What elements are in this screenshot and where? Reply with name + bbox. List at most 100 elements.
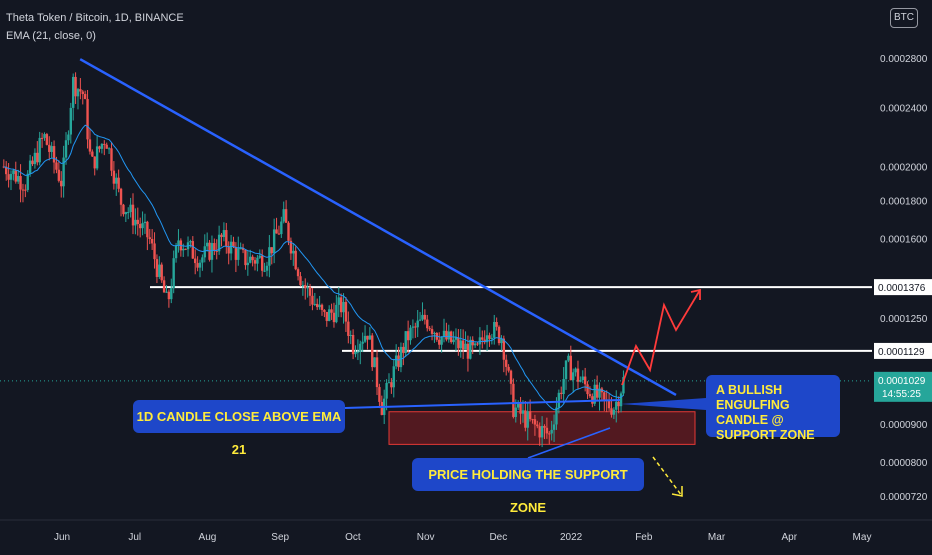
candle-body bbox=[399, 346, 403, 368]
candle-body bbox=[323, 309, 326, 312]
candle-body bbox=[141, 223, 144, 229]
candle-body bbox=[275, 229, 278, 234]
descending-trendline bbox=[79, 58, 677, 397]
candle-body bbox=[555, 407, 558, 425]
candle-body bbox=[430, 329, 434, 334]
candle-body bbox=[562, 378, 565, 394]
candle-body bbox=[497, 326, 501, 344]
candle-body bbox=[270, 247, 273, 254]
candle-body bbox=[98, 146, 101, 149]
candle-body bbox=[40, 137, 44, 139]
candle-body bbox=[325, 311, 328, 321]
candle-body bbox=[294, 250, 297, 270]
candle-body bbox=[500, 338, 503, 344]
candle-body bbox=[24, 189, 27, 191]
candle-body bbox=[119, 188, 123, 205]
candle-body bbox=[64, 140, 68, 158]
candle-body bbox=[335, 304, 338, 323]
candle-body bbox=[86, 98, 89, 140]
candle-body bbox=[299, 276, 302, 286]
candle-body bbox=[227, 246, 230, 254]
candle-body bbox=[272, 229, 276, 254]
y-tick-label: 0.0000800 bbox=[880, 458, 928, 469]
candle-body bbox=[81, 91, 84, 95]
candle-body bbox=[464, 343, 467, 350]
candle-body bbox=[543, 425, 546, 428]
bearish-projection bbox=[652, 456, 683, 497]
annotation-pointer bbox=[620, 398, 706, 410]
candle-body bbox=[100, 143, 104, 149]
annotation-pointer bbox=[527, 427, 611, 459]
candle-body bbox=[105, 144, 108, 149]
candle-body bbox=[43, 134, 46, 138]
candle-body bbox=[583, 376, 587, 385]
candle-body bbox=[316, 303, 319, 308]
candle-body bbox=[363, 335, 367, 342]
annotation-pointer bbox=[344, 399, 621, 409]
indicator-label[interactable]: EMA (21, close, 0) bbox=[6, 30, 96, 42]
x-tick-label: Jun bbox=[54, 532, 70, 543]
candle-body bbox=[277, 233, 281, 235]
price-level-tag bbox=[874, 342, 932, 359]
x-tick-label: Oct bbox=[345, 532, 361, 543]
candle-body bbox=[313, 303, 317, 305]
candle-body bbox=[196, 263, 199, 268]
candle-body bbox=[249, 256, 252, 263]
candle-body bbox=[531, 419, 534, 421]
candle-body bbox=[595, 384, 599, 398]
candle-body bbox=[69, 107, 73, 135]
x-tick-label: Jul bbox=[128, 532, 141, 543]
candle-body bbox=[57, 169, 61, 181]
candle-body bbox=[571, 372, 575, 381]
y-tick-label: 0.0002800 bbox=[880, 54, 928, 65]
candle-body bbox=[445, 330, 448, 340]
candle-body bbox=[478, 337, 482, 345]
candle-body bbox=[411, 326, 415, 328]
bearish-arrow-head bbox=[671, 486, 683, 497]
candle-body bbox=[502, 338, 506, 360]
candle-body bbox=[260, 255, 264, 271]
currency-badge[interactable]: BTC bbox=[890, 8, 918, 28]
x-tick-label: Feb bbox=[635, 532, 653, 543]
candle-body bbox=[524, 410, 527, 428]
candle-body bbox=[569, 355, 573, 381]
candle-body bbox=[509, 370, 513, 384]
candle-body bbox=[28, 160, 32, 174]
candle-body bbox=[203, 246, 206, 258]
candle-body bbox=[131, 204, 135, 226]
candle-body bbox=[31, 160, 34, 165]
candle-body bbox=[473, 343, 477, 346]
candle-body bbox=[79, 89, 82, 92]
candle-body bbox=[457, 337, 460, 349]
candle-body bbox=[394, 355, 398, 367]
chart-title: Theta Token / Bitcoin, 1D, BINANCE bbox=[6, 12, 184, 24]
candle-body bbox=[548, 433, 551, 435]
candle-body bbox=[239, 248, 242, 250]
candle-body bbox=[225, 230, 228, 247]
candle-body bbox=[311, 295, 314, 305]
candle-body bbox=[390, 382, 393, 388]
candle-body bbox=[438, 339, 441, 345]
candle-body bbox=[349, 334, 352, 336]
candle-body bbox=[387, 382, 391, 384]
candle-body bbox=[373, 357, 376, 368]
x-tick-label: May bbox=[853, 532, 872, 543]
candle-body bbox=[5, 166, 8, 175]
candle-body bbox=[318, 304, 321, 308]
candle-body bbox=[440, 337, 443, 345]
candle-body bbox=[122, 204, 125, 215]
candle-body bbox=[495, 322, 498, 327]
candle-body bbox=[538, 426, 541, 438]
candle-body bbox=[461, 340, 465, 350]
candle-body bbox=[426, 319, 429, 329]
candle-body bbox=[16, 176, 20, 182]
candle-body bbox=[172, 258, 175, 289]
candle-body bbox=[327, 309, 331, 321]
candle-body bbox=[107, 148, 111, 150]
candle-body bbox=[581, 376, 584, 381]
ema-21-line bbox=[3, 124, 624, 411]
candle-body bbox=[550, 429, 553, 434]
price-axis bbox=[872, 0, 932, 520]
